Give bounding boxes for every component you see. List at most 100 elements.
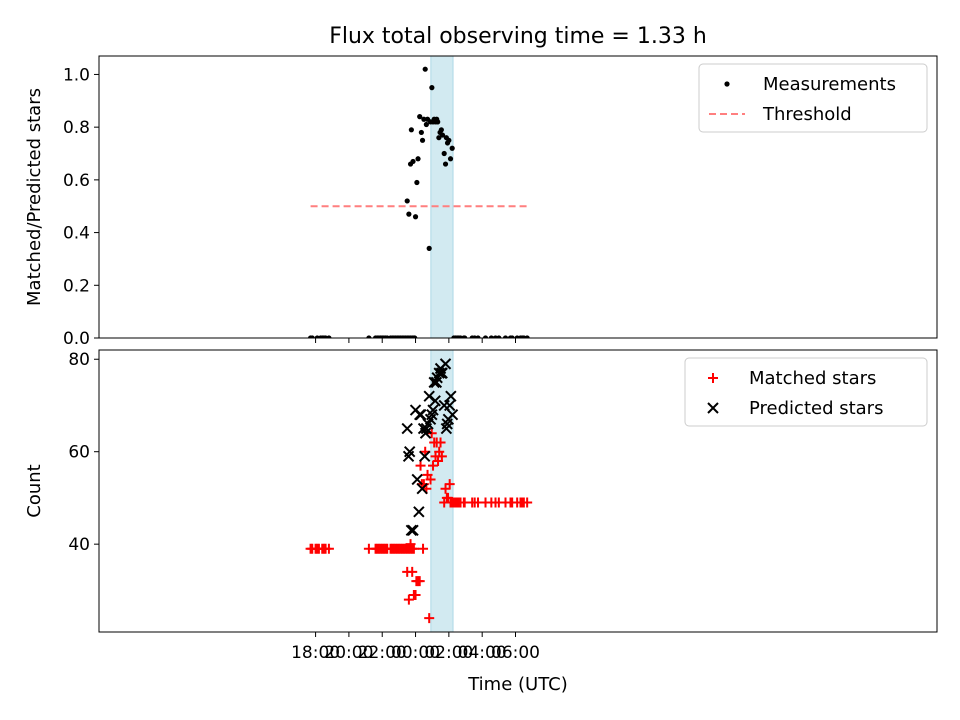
matched-stars-point bbox=[435, 437, 446, 448]
matched-stars-point bbox=[407, 566, 418, 577]
measurements-point bbox=[309, 335, 315, 338]
measurements-point bbox=[502, 335, 509, 338]
x-tick-label: 20:00 bbox=[324, 643, 373, 663]
legend-label-predicted-stars: Predicted stars bbox=[749, 398, 883, 419]
predicted-stars-point bbox=[404, 445, 416, 458]
matched-stars-point bbox=[410, 590, 421, 601]
measurements-point bbox=[404, 198, 410, 204]
measurements-point bbox=[419, 137, 426, 143]
predicted-stars-point bbox=[436, 367, 448, 379]
measurements-point bbox=[524, 335, 530, 338]
legend-marker-measurements bbox=[724, 81, 730, 87]
measurements-point bbox=[366, 335, 372, 338]
measurements-point bbox=[441, 150, 447, 157]
y-tick-label: 0.8 bbox=[63, 118, 90, 138]
y-tick-label: 40 bbox=[68, 535, 90, 555]
y-tick-label: 60 bbox=[68, 443, 90, 463]
predicted-stars-point bbox=[427, 404, 439, 416]
x-tick-label: 04:00 bbox=[458, 643, 507, 663]
predicted-stars-point bbox=[415, 409, 427, 421]
matched-stars-point bbox=[418, 543, 429, 554]
y-tick-label: 0.2 bbox=[63, 276, 90, 296]
matched-stars-point bbox=[414, 576, 425, 587]
matched-stars-point bbox=[403, 594, 414, 605]
measurements-point bbox=[412, 214, 419, 220]
x-axis-label: Time (UTC) bbox=[467, 674, 568, 695]
measurements-point bbox=[475, 335, 481, 338]
chart-title: Flux total observing time = 1.33 h bbox=[329, 24, 707, 49]
measurements-point bbox=[482, 335, 489, 338]
predicted-stars-point bbox=[446, 409, 459, 421]
panel-counts: 40 60 80 18:0020:0022:0000:0002:0004:0006:0… bbox=[24, 349, 938, 663]
measurements-point bbox=[414, 179, 420, 186]
matched-stars-point bbox=[323, 543, 334, 554]
predicted-stars-point bbox=[429, 395, 441, 407]
axes-frame bbox=[98, 349, 938, 633]
predicted-stars-point bbox=[416, 482, 428, 495]
measurements-point bbox=[421, 116, 427, 122]
measurements-point bbox=[446, 137, 452, 143]
y-axis-label: Count bbox=[24, 464, 45, 517]
legend-marker-predicted-stars bbox=[707, 402, 719, 414]
measurements-point bbox=[442, 161, 449, 167]
measurements-point bbox=[439, 132, 446, 138]
matched-stars-point bbox=[405, 539, 416, 550]
observing-window-band bbox=[430, 55, 454, 339]
measurements-point bbox=[496, 335, 502, 338]
x-tick-label: 18:00 bbox=[291, 643, 340, 663]
predicted-stars-point bbox=[443, 399, 456, 412]
y-tick-label: 80 bbox=[68, 350, 90, 370]
predicted-stars-point bbox=[401, 422, 413, 435]
predicted-stars-point bbox=[411, 473, 423, 486]
legend-label-measurements: Measurements bbox=[763, 74, 896, 95]
measurements-point bbox=[438, 127, 444, 133]
x-tick-label: 06:00 bbox=[491, 643, 540, 663]
legend-frame bbox=[698, 63, 928, 133]
y-tick-label: 0.6 bbox=[63, 171, 90, 191]
matched-stars-point bbox=[425, 474, 436, 485]
measurements-point bbox=[447, 156, 454, 162]
plot-area bbox=[305, 358, 533, 624]
matched-stars-point bbox=[415, 460, 426, 471]
measurements-point bbox=[423, 121, 429, 128]
measurements-point bbox=[406, 211, 412, 217]
measurements-point bbox=[417, 114, 423, 120]
measurements-point bbox=[415, 156, 421, 162]
measurements-point bbox=[462, 335, 468, 338]
measurements-point bbox=[436, 135, 442, 141]
x-tick-label: 00:00 bbox=[391, 643, 440, 663]
measurements-point bbox=[449, 145, 455, 151]
measurements-point bbox=[408, 127, 414, 133]
y-tick-label: 1.0 bbox=[63, 65, 90, 85]
predicted-stars-point bbox=[407, 524, 419, 537]
y-tick-label: 0.4 bbox=[63, 224, 90, 244]
legend-label-threshold: Threshold bbox=[762, 104, 852, 125]
x-tick-label: 22:00 bbox=[358, 643, 407, 663]
measurements-point bbox=[418, 129, 424, 136]
panel-ratio: 0.0 0.2 0.4 0.6 0.8 1.0 Matched/Predicted star… bbox=[24, 55, 938, 349]
measurements-point bbox=[412, 335, 418, 338]
legend: Matched stars Predicted stars bbox=[684, 357, 928, 427]
measurements-point bbox=[488, 335, 494, 338]
legend-label-matched-stars: Matched stars bbox=[749, 368, 876, 389]
legend-marker-matched-stars bbox=[708, 373, 718, 383]
predicted-stars-point bbox=[413, 506, 425, 518]
measurements-point bbox=[326, 335, 332, 338]
legend: Measurements Threshold bbox=[698, 63, 928, 133]
matched-stars-point bbox=[424, 613, 435, 624]
plot-area bbox=[307, 66, 530, 338]
measurements-point bbox=[410, 158, 416, 165]
axes-frame bbox=[98, 55, 938, 339]
legend-frame bbox=[684, 357, 928, 427]
measurements-point bbox=[509, 335, 515, 338]
matched-stars-point bbox=[436, 451, 447, 462]
predicted-stars-point bbox=[439, 358, 452, 370]
matched-stars-point bbox=[522, 497, 533, 508]
measurements-point bbox=[426, 245, 432, 251]
predicted-stars-point bbox=[418, 450, 431, 463]
measurements-point bbox=[429, 85, 435, 91]
measurements-point bbox=[435, 119, 441, 125]
matched-stars-point bbox=[428, 460, 439, 471]
predicted-stars-point bbox=[405, 524, 418, 537]
